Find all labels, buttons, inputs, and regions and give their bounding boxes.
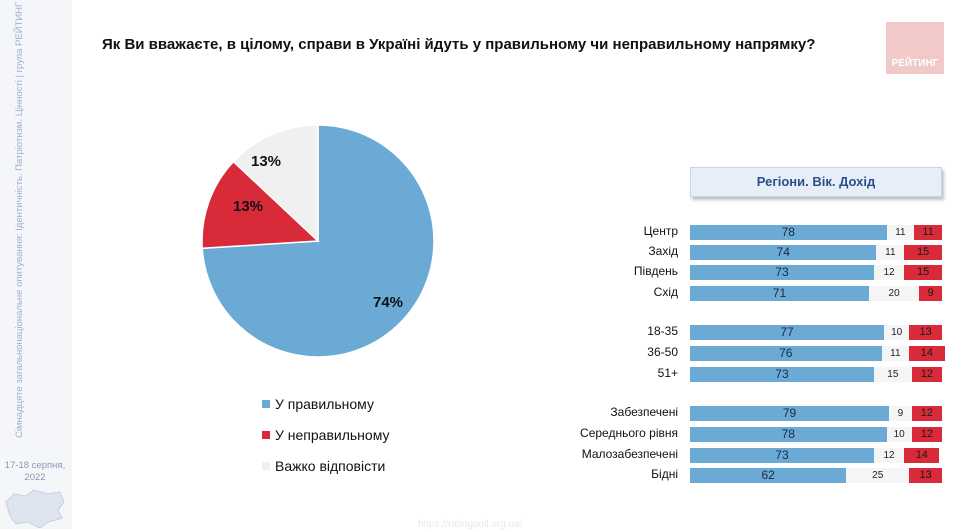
bar-segment-hard: 12 [873, 448, 905, 463]
legend-label: У правильному [275, 395, 374, 412]
legend-item: У правильному [262, 388, 389, 419]
bar-segment-hard: 11 [886, 225, 915, 240]
pie-slice [201, 160, 320, 250]
bar-segment-hard: 12 [873, 265, 905, 280]
bar-segment-positive: 74 [690, 245, 877, 260]
bar-segment-hard: 10 [884, 325, 910, 340]
bar-segment-negative: 12 [911, 367, 942, 382]
pie-slice-label: 74% [373, 294, 403, 311]
bar-category-label: Центр [643, 224, 678, 238]
bar-segment-negative: 12 [911, 427, 942, 442]
rating-logo: РЕЙТИНГ [886, 22, 944, 74]
bar-category-label: Схід [653, 285, 678, 299]
bar-segment-negative: 11 [914, 225, 942, 240]
logo-text: РЕЙТИНГ [891, 58, 939, 69]
legend-item: Важко відповісти [262, 450, 389, 481]
bar-segment-positive: 62 [690, 468, 847, 483]
bar-segment-positive: 71 [690, 286, 869, 301]
bar-segment-positive: 78 [690, 225, 887, 240]
bar-category-label: Забезпечені [610, 405, 678, 419]
legend-swatch [262, 399, 270, 408]
legend-swatch [262, 430, 270, 439]
bar-segment-positive: 73 [690, 448, 874, 463]
bar-category-label: Південь [633, 264, 678, 278]
footer-url: https://ratingpoll.org.ua/ [418, 519, 523, 529]
bar-segment-positive: 76 [690, 346, 882, 361]
bar-segment-hard: 15 [873, 367, 912, 382]
bar-segment-negative: 9 [919, 286, 942, 301]
bar-segment-hard: 20 [868, 286, 920, 301]
bar-category-label: Середнього рівня [580, 426, 678, 440]
bar-segment-positive: 77 [690, 325, 885, 340]
pie-slice-label: 13% [233, 198, 263, 215]
ukraine-map-icon [5, 489, 65, 528]
bar-segment-positive: 78 [690, 427, 887, 442]
bar-segment-negative: 15 [904, 245, 942, 260]
bar-segment-hard: 25 [846, 468, 910, 483]
bar-category-label: Бідні [651, 467, 678, 481]
bar-segment-negative: 14 [904, 448, 940, 463]
bar-segment-negative: 15 [904, 265, 942, 280]
bar-segment-negative: 12 [911, 406, 942, 421]
sidebar-vertical-text: Сімнадцяте загальнонаціональне опитуванн… [14, 1, 25, 438]
pie-chart: 74% 13% 13% [201, 124, 435, 358]
sidebar-date: 17-18 серпня, 2022 [4, 460, 66, 483]
bar-segment-hard: 11 [881, 346, 910, 361]
page-title: Як Ви вважаєте, в цілому, справи в Украї… [102, 36, 816, 53]
stacked-bar-chart: Центр 78 11 11 Захід 74 11 15 Південь 73 12 15 Схід 7… [560, 0, 950, 529]
bar-category-label: 51+ [657, 366, 678, 380]
bar-segment-negative: 14 [909, 346, 945, 361]
pie-slice-label: 13% [251, 153, 281, 170]
legend-item: У неправильному [262, 419, 389, 450]
bar-category-label: 18-35 [647, 324, 678, 338]
bar-segment-positive: 73 [690, 265, 874, 280]
sidebar: Сімнадцяте загальнонаціональне опитуванн… [0, 0, 72, 529]
pie-slice [232, 124, 319, 243]
bar-segment-hard: 10 [886, 427, 912, 442]
bar-segment-positive: 73 [690, 367, 874, 382]
bar-segment-positive: 79 [690, 406, 890, 421]
legend-label: У неправильному [275, 426, 390, 443]
legend-label: Важко відповісти [275, 457, 386, 474]
bar-category-label: Малозабезпечені [581, 447, 678, 461]
legend-swatch [262, 461, 270, 470]
bar-segment-hard: 9 [889, 406, 912, 421]
bar-chart-title: Регіони. Вік. Дохід [690, 167, 942, 197]
bar-segment-negative: 13 [909, 468, 942, 483]
bar-category-label: 36-50 [647, 345, 678, 359]
bar-segment-hard: 11 [876, 245, 905, 260]
pie-legend: У правильному У неправильному Важко відпов… [262, 388, 389, 481]
bar-category-label: Захід [648, 244, 678, 258]
bar-segment-negative: 13 [909, 325, 942, 340]
